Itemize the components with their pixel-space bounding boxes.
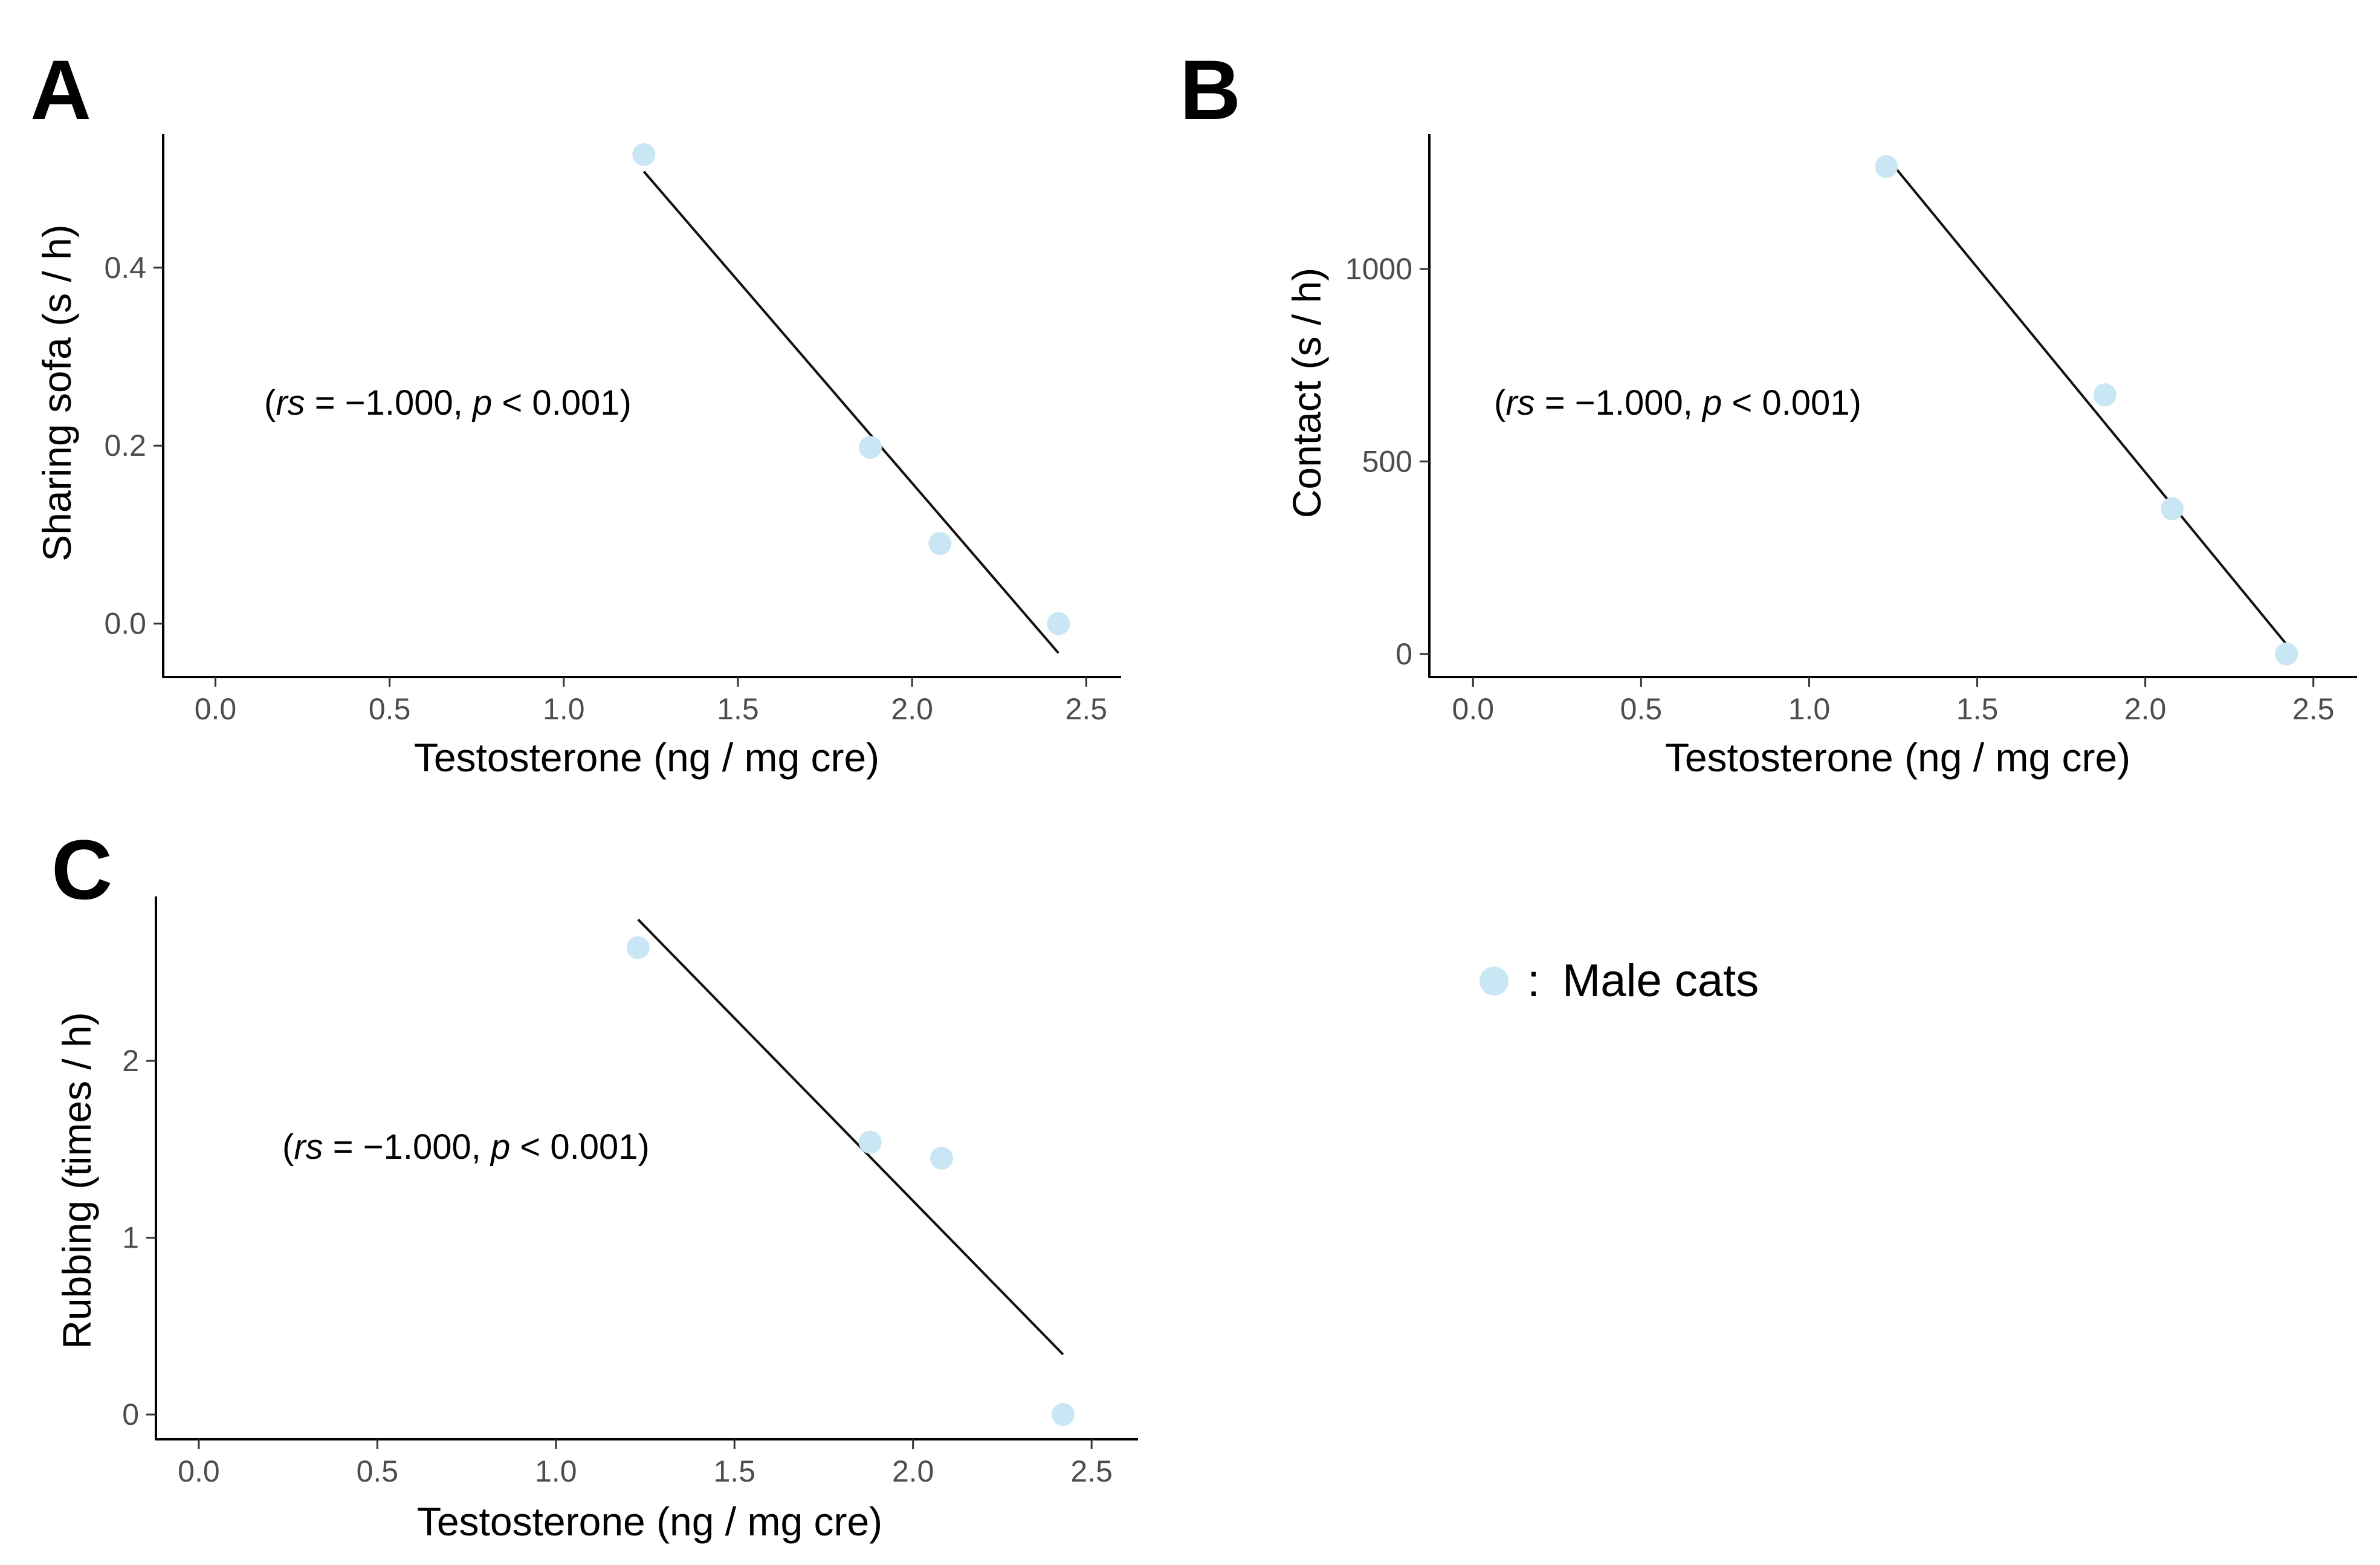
stat-p-value: < 0.001) [1722, 383, 1861, 423]
stat-annotation: (rs = −1.000, p < 0.001) [264, 383, 632, 423]
x-tick-label: 2.0 [892, 1454, 934, 1488]
data-point [1051, 1403, 1075, 1427]
stat-rs-value: = −1.000, [323, 1127, 491, 1167]
x-tick-label: 1.5 [714, 1454, 756, 1488]
stat-open: ( [282, 1127, 294, 1167]
panel-b: B 0.0 0.5 1.0 1.5 2.0 2.5 0 500 1000 (rs = −1.00… [1180, 42, 2357, 780]
regression-line [1885, 156, 2288, 646]
x-tick-label: 1.5 [717, 692, 759, 726]
x-tick-label: 0.0 [195, 692, 237, 726]
stat-p-label: p [490, 1127, 510, 1167]
x-tick-label: 0.0 [1452, 692, 1495, 726]
legend-separator: : [1527, 955, 1540, 1006]
stat-rs-label: rs [1505, 383, 1534, 423]
panel-c: C 0.0 0.5 1.0 1.5 2.0 2.5 0 1 2 (rs = −1.000, p … [51, 822, 1138, 1544]
x-axis-title: Testosterone (ng / mg cre) [414, 735, 879, 780]
x-tick-label: 2.5 [2292, 692, 2335, 726]
x-tick-label: 1.0 [535, 1454, 577, 1488]
stat-rs-value: = −1.000, [305, 383, 473, 423]
x-tick-label: 2.0 [2124, 692, 2167, 726]
y-tick-label: 500 [1362, 444, 1412, 478]
stat-rs-value: = −1.000, [1535, 383, 1703, 423]
regression-line [642, 170, 1059, 654]
y-axis-title: Sharing sofa (s / h) [34, 224, 79, 562]
legend-label: Male cats [1562, 955, 1759, 1006]
y-tick-label: 0.2 [104, 429, 146, 462]
y-axis-title: Rubbing (times / h) [54, 1012, 99, 1349]
y-axis-title: Contact (s / h) [1284, 268, 1329, 518]
x-tick-label: 2.0 [891, 692, 933, 726]
y-tick-label: 0 [1395, 637, 1412, 671]
data-point [1047, 612, 1070, 635]
data-point [2161, 497, 2184, 520]
stat-rs-label: rs [294, 1127, 323, 1167]
x-axis-title: Testosterone (ng / mg cre) [1665, 735, 2130, 780]
legend: : Male cats [1479, 955, 1759, 1006]
stat-annotation: (rs = −1.000, p < 0.001) [1494, 383, 1861, 423]
panel-letter: A [30, 42, 91, 137]
data-point [632, 143, 656, 166]
stat-open: ( [264, 383, 276, 423]
data-point [626, 936, 650, 959]
regression-line [637, 918, 1064, 1355]
y-tick-label: 0.4 [104, 251, 146, 285]
stat-annotation: (rs = −1.000, p < 0.001) [282, 1127, 650, 1167]
data-point [858, 1130, 882, 1154]
stat-p-label: p [471, 383, 492, 423]
x-tick-label: 0.5 [357, 1454, 399, 1488]
x-tick-label: 2.5 [1066, 692, 1108, 726]
panel-letter: C [51, 822, 112, 917]
x-tick-label: 0.5 [1620, 692, 1663, 726]
y-tick-label: 2 [122, 1044, 139, 1078]
panel-letter: B [1180, 42, 1241, 137]
x-tick-label: 0.5 [369, 692, 411, 726]
data-point [928, 532, 952, 556]
x-tick-label: 0.0 [178, 1454, 220, 1488]
panel-a: A 0.0 0.5 1.0 1.5 2.0 2.5 0.0 0.2 0.4 (rs = −1.0… [30, 42, 1121, 780]
plot-area: 0.0 0.5 1.0 1.5 2.0 2.5 0 1 2 [122, 896, 1138, 1488]
y-tick-label: 0.0 [104, 607, 146, 641]
data-point [2275, 642, 2298, 666]
data-point [2093, 383, 2116, 407]
y-tick-label: 0 [122, 1398, 139, 1431]
x-tick-label: 2.5 [1070, 1454, 1113, 1488]
stat-open: ( [1494, 383, 1505, 423]
y-tick-label: 1000 [1345, 252, 1412, 286]
x-tick-label: 1.0 [1788, 692, 1831, 726]
stat-p-value: < 0.001) [510, 1127, 650, 1167]
plot-area: 0.0 0.5 1.0 1.5 2.0 2.5 0 500 1000 [1345, 134, 2357, 726]
plot-area: 0.0 0.5 1.0 1.5 2.0 2.5 0.0 0.2 0.4 [104, 134, 1121, 726]
stat-p-value: < 0.001) [492, 383, 632, 423]
legend-marker [1479, 967, 1509, 996]
data-point [859, 436, 882, 459]
stat-rs-label: rs [276, 383, 305, 423]
x-axis-title: Testosterone (ng / mg cre) [417, 1499, 882, 1544]
data-point [930, 1146, 953, 1170]
x-tick-label: 1.5 [1956, 692, 1999, 726]
x-tick-label: 1.0 [543, 692, 585, 726]
y-tick-label: 1 [122, 1221, 139, 1255]
stat-p-label: p [1701, 383, 1722, 423]
data-point [1875, 155, 1898, 178]
